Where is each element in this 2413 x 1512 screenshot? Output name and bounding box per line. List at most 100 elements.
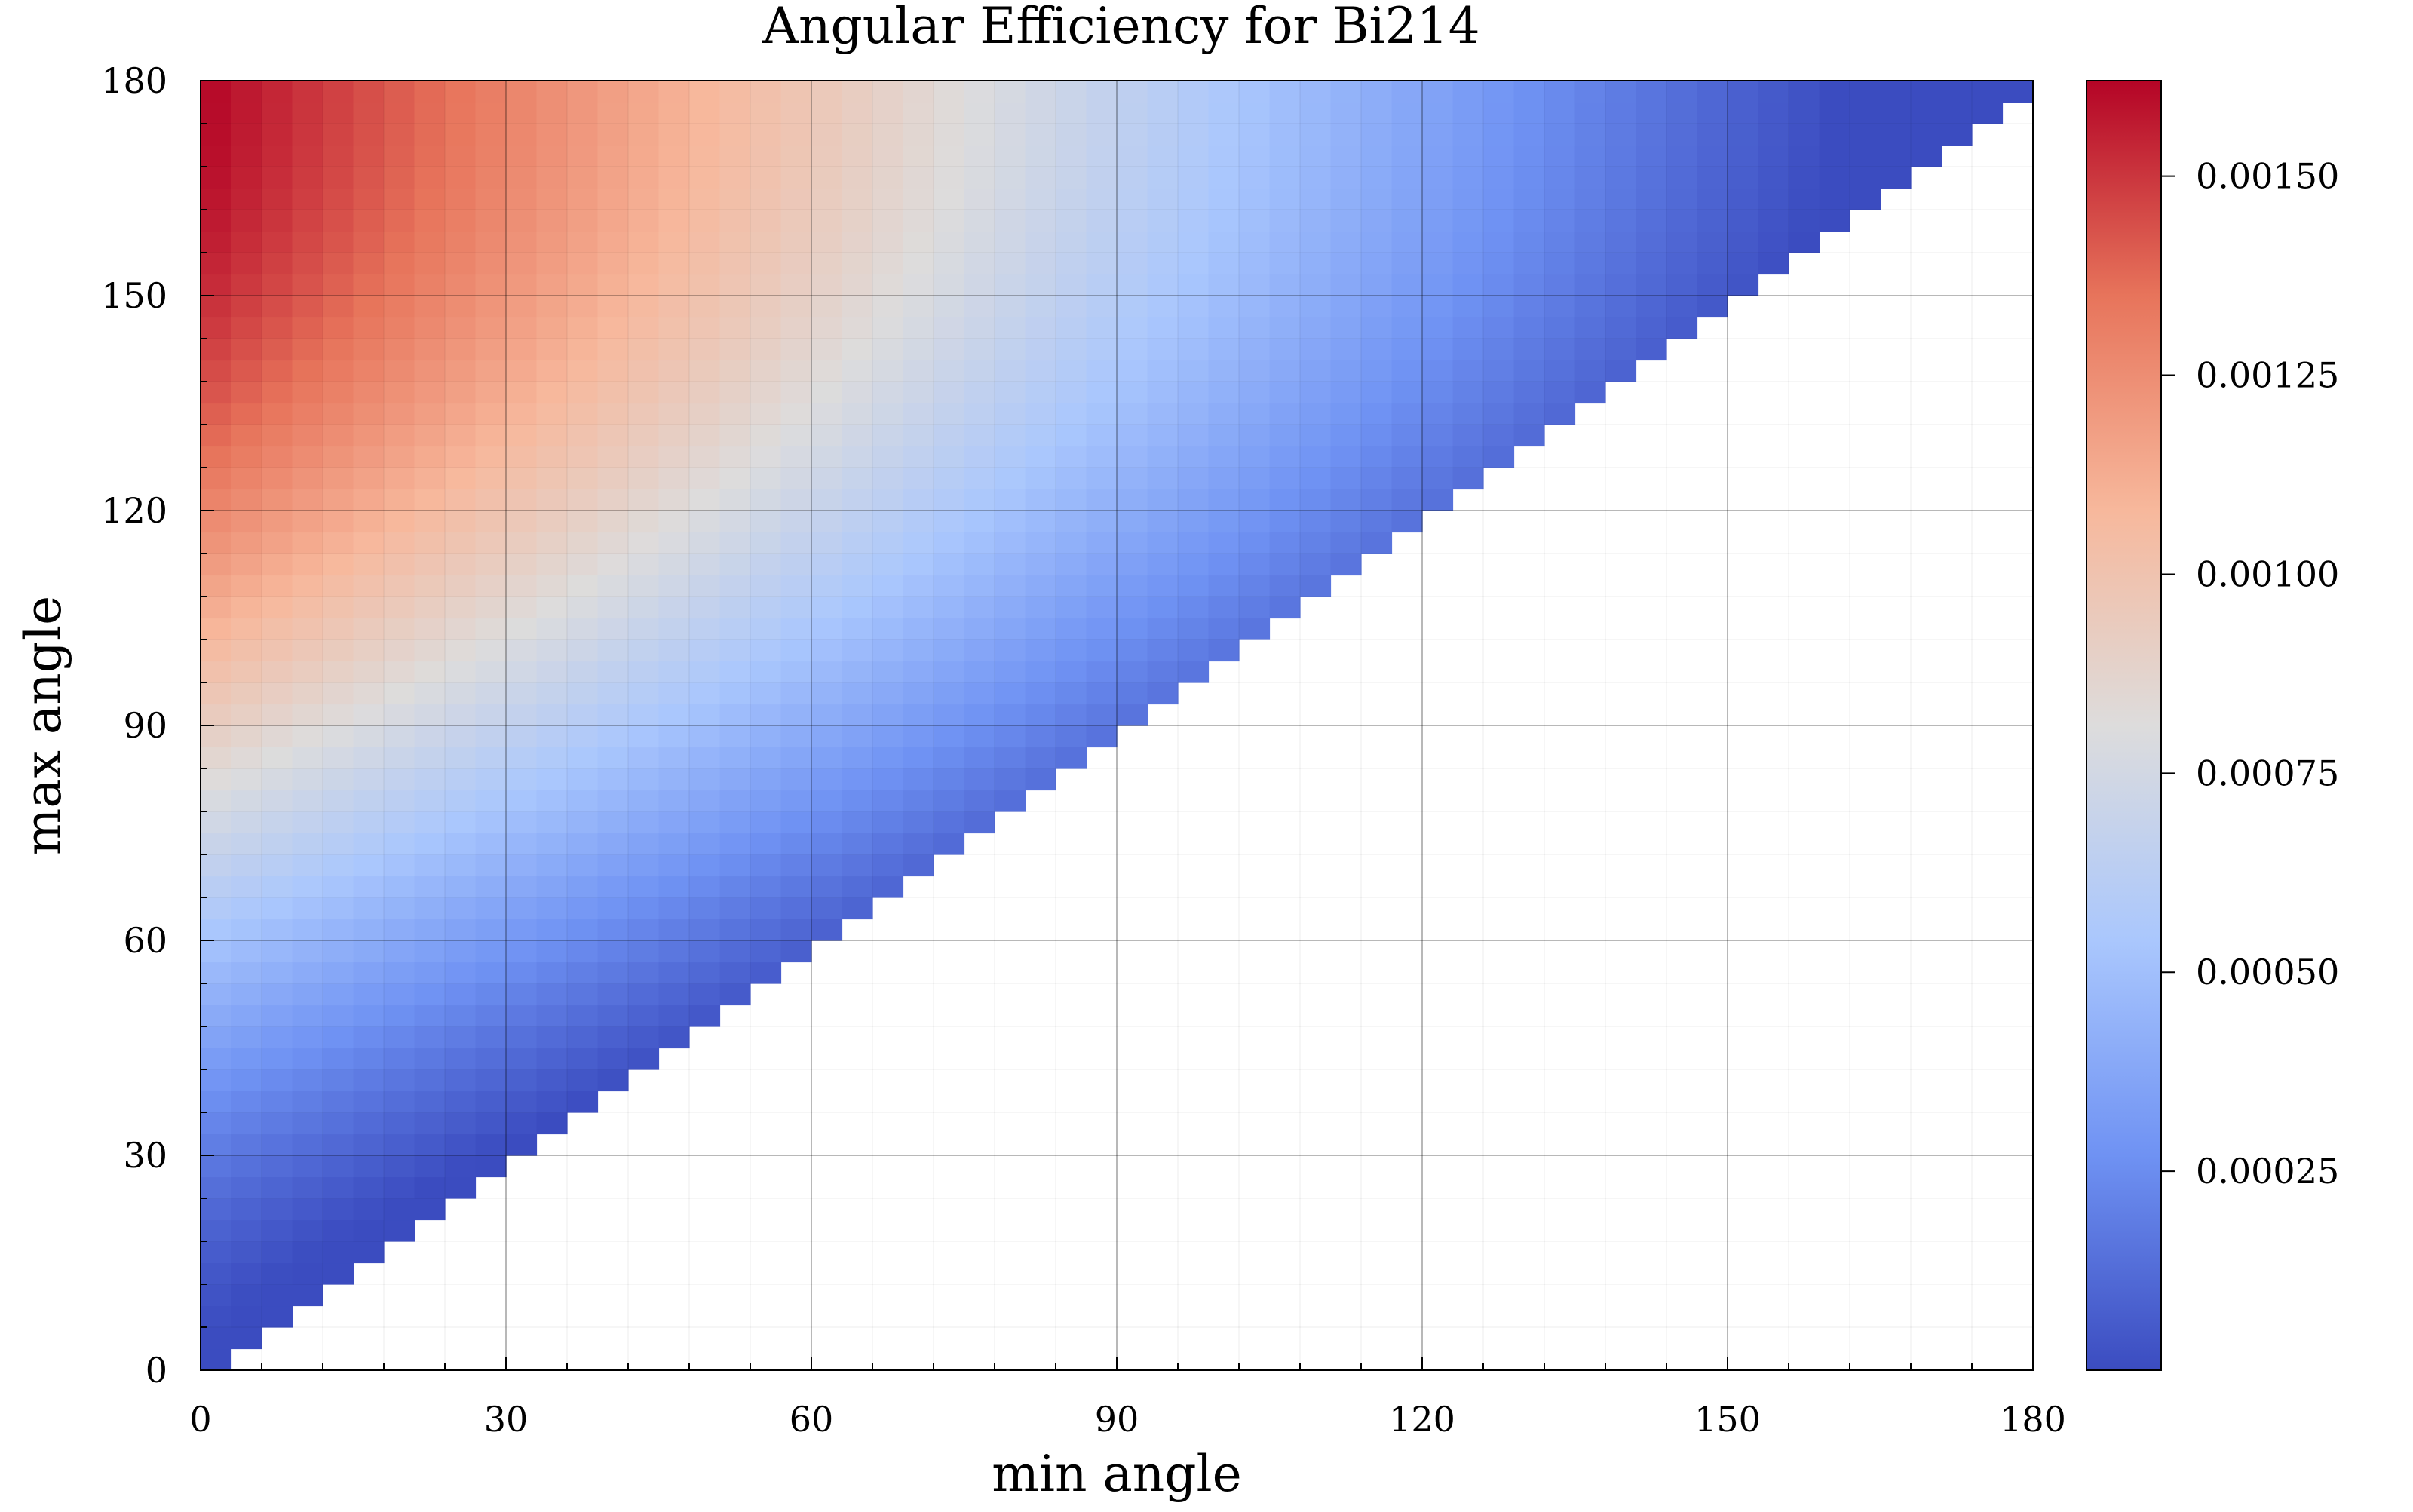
heatmap-cell: [719, 446, 751, 468]
heatmap-cell: [506, 296, 538, 318]
heatmap-cell: [445, 360, 477, 382]
heatmap-cell: [384, 554, 415, 576]
heatmap-cell: [445, 188, 477, 210]
heatmap-cell: [475, 618, 507, 640]
heatmap-cell: [1452, 468, 1484, 490]
heatmap-cell: [201, 253, 232, 275]
heatmap-cell: [995, 468, 1026, 490]
heatmap-cell: [628, 704, 660, 726]
heatmap-cell: [1330, 296, 1362, 318]
heatmap-cell: [658, 1026, 690, 1049]
heatmap-cell: [719, 296, 751, 318]
heatmap-cell: [1208, 317, 1240, 339]
heatmap-cell: [1178, 554, 1210, 576]
heatmap-cell: [323, 167, 354, 189]
heatmap-cell: [1208, 102, 1240, 124]
heatmap-cell: [414, 1198, 446, 1221]
heatmap-cell: [1269, 124, 1301, 146]
heatmap-cell: [719, 897, 751, 920]
heatmap-cell: [1269, 210, 1301, 232]
heatmap-cell: [872, 274, 904, 296]
heatmap-cell: [231, 897, 262, 920]
heatmap-cell: [811, 253, 843, 275]
heatmap-cell: [445, 575, 477, 597]
heatmap-cell: [842, 468, 873, 490]
heatmap-cell: [750, 725, 782, 748]
heatmap-cell: [1269, 511, 1301, 533]
heatmap-cell: [1300, 554, 1332, 576]
heatmap-cell: [1941, 102, 1973, 124]
heatmap-cell: [475, 489, 507, 511]
heatmap-cell: [353, 81, 385, 103]
heatmap-cell: [1239, 382, 1271, 404]
heatmap-cell: [262, 811, 293, 834]
heatmap-cell: [323, 661, 354, 683]
heatmap-cell: [414, 102, 446, 124]
heatmap-cell: [689, 360, 721, 382]
heatmap-cell: [934, 274, 965, 296]
heatmap-cell: [964, 253, 995, 275]
heatmap-cell: [323, 597, 354, 619]
heatmap-cell: [1666, 210, 1698, 232]
heatmap-cell: [231, 1133, 262, 1156]
heatmap-cell: [353, 854, 385, 877]
heatmap-cell: [1117, 468, 1148, 490]
heatmap-cell: [1025, 446, 1056, 468]
heatmap-cell: [292, 1090, 323, 1113]
x-tick-label: 120: [1389, 1399, 1455, 1440]
heatmap-cell: [1513, 124, 1545, 146]
heatmap-cell: [414, 81, 446, 103]
heatmap-cell: [719, 253, 751, 275]
heatmap-cell: [658, 102, 690, 124]
heatmap-cell: [872, 339, 904, 361]
heatmap-cell: [995, 188, 1026, 210]
heatmap-cell: [658, 725, 690, 748]
heatmap-cell: [414, 468, 446, 490]
heatmap-cell: [353, 597, 385, 619]
heatmap-cell: [292, 532, 323, 554]
heatmap-cell: [1330, 253, 1362, 275]
heatmap-cell: [597, 940, 629, 963]
heatmap-cell: [1117, 618, 1148, 640]
heatmap-cell: [689, 167, 721, 189]
heatmap-cell: [353, 231, 385, 253]
heatmap-cell: [872, 210, 904, 232]
heatmap-cell: [750, 468, 782, 490]
heatmap-cell: [1147, 167, 1179, 189]
heatmap-cell: [1513, 382, 1545, 404]
heatmap-cell: [475, 1047, 507, 1070]
heatmap-cell: [964, 210, 995, 232]
heatmap-cell: [1422, 253, 1454, 275]
heatmap-cell: [1544, 81, 1576, 103]
heatmap-cell: [597, 854, 629, 877]
heatmap-cell: [1117, 360, 1148, 382]
heatmap-cell: [1574, 274, 1606, 296]
heatmap-cell: [262, 554, 293, 576]
heatmap-cell: [1269, 167, 1301, 189]
heatmap-cell: [384, 446, 415, 468]
heatmap-cell: [872, 489, 904, 511]
heatmap-cell: [1025, 511, 1056, 533]
heatmap-cell: [445, 682, 477, 705]
heatmap-cell: [689, 382, 721, 404]
heatmap-cell: [506, 188, 538, 210]
heatmap-cell: [567, 425, 599, 447]
heatmap-cell: [231, 639, 262, 662]
heatmap-cell: [231, 468, 262, 490]
heatmap-cell: [323, 403, 354, 425]
heatmap-cell: [750, 145, 782, 167]
heatmap-cell: [262, 768, 293, 791]
heatmap-cell: [903, 575, 934, 597]
heatmap-cell: [964, 231, 995, 253]
heatmap-cell: [384, 768, 415, 791]
heatmap-cell: [689, 575, 721, 597]
heatmap-cell: [995, 167, 1026, 189]
heatmap-cell: [201, 1155, 232, 1178]
heatmap-cell: [1056, 446, 1087, 468]
heatmap-cell: [567, 253, 599, 275]
heatmap-cell: [780, 489, 812, 511]
heatmap-cell: [1208, 468, 1240, 490]
heatmap-cell: [1452, 253, 1484, 275]
heatmap-cell: [445, 210, 477, 232]
heatmap-cell: [689, 661, 721, 683]
